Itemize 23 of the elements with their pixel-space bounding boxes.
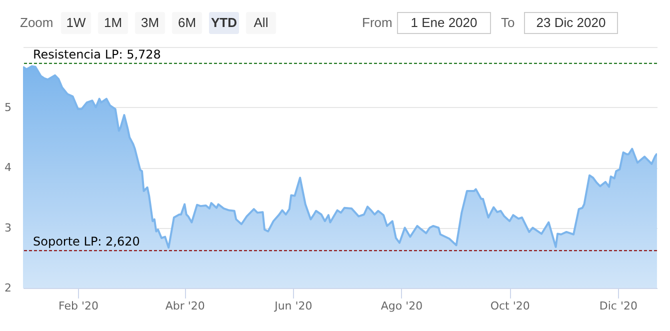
ref-line-label: Resistencia LP: 5,728 [33, 47, 161, 62]
text: From [362, 14, 392, 32]
text: YTD [209, 12, 239, 34]
text: All [246, 12, 276, 34]
y-tick-label: 4 [4, 161, 12, 174]
ref-line-label: Soporte LP: 2,620 [33, 234, 140, 249]
x-tick-label: Abr '20 [165, 300, 205, 312]
text: 3M [135, 12, 165, 34]
text: Zoom [20, 14, 54, 32]
text: 1 Ene 2020 [397, 12, 491, 34]
x-tick-label: Ago '20 [380, 300, 423, 312]
text: 23 Dic 2020 [524, 12, 618, 34]
y-tick-label: 5 [4, 100, 12, 114]
x-tick-label: Dic '20 [599, 300, 638, 312]
y-tick-label: 3 [4, 221, 12, 234]
text: To [501, 14, 515, 32]
text: 1W [61, 12, 91, 34]
x-tick-label: Oct '20 [490, 300, 530, 312]
text: 1M [98, 12, 128, 34]
text: 6M [172, 12, 202, 34]
y-tick-label: 2 [4, 282, 12, 294]
x-tick-label: Feb '20 [58, 300, 99, 312]
x-tick-label: Jun '20 [274, 300, 312, 312]
